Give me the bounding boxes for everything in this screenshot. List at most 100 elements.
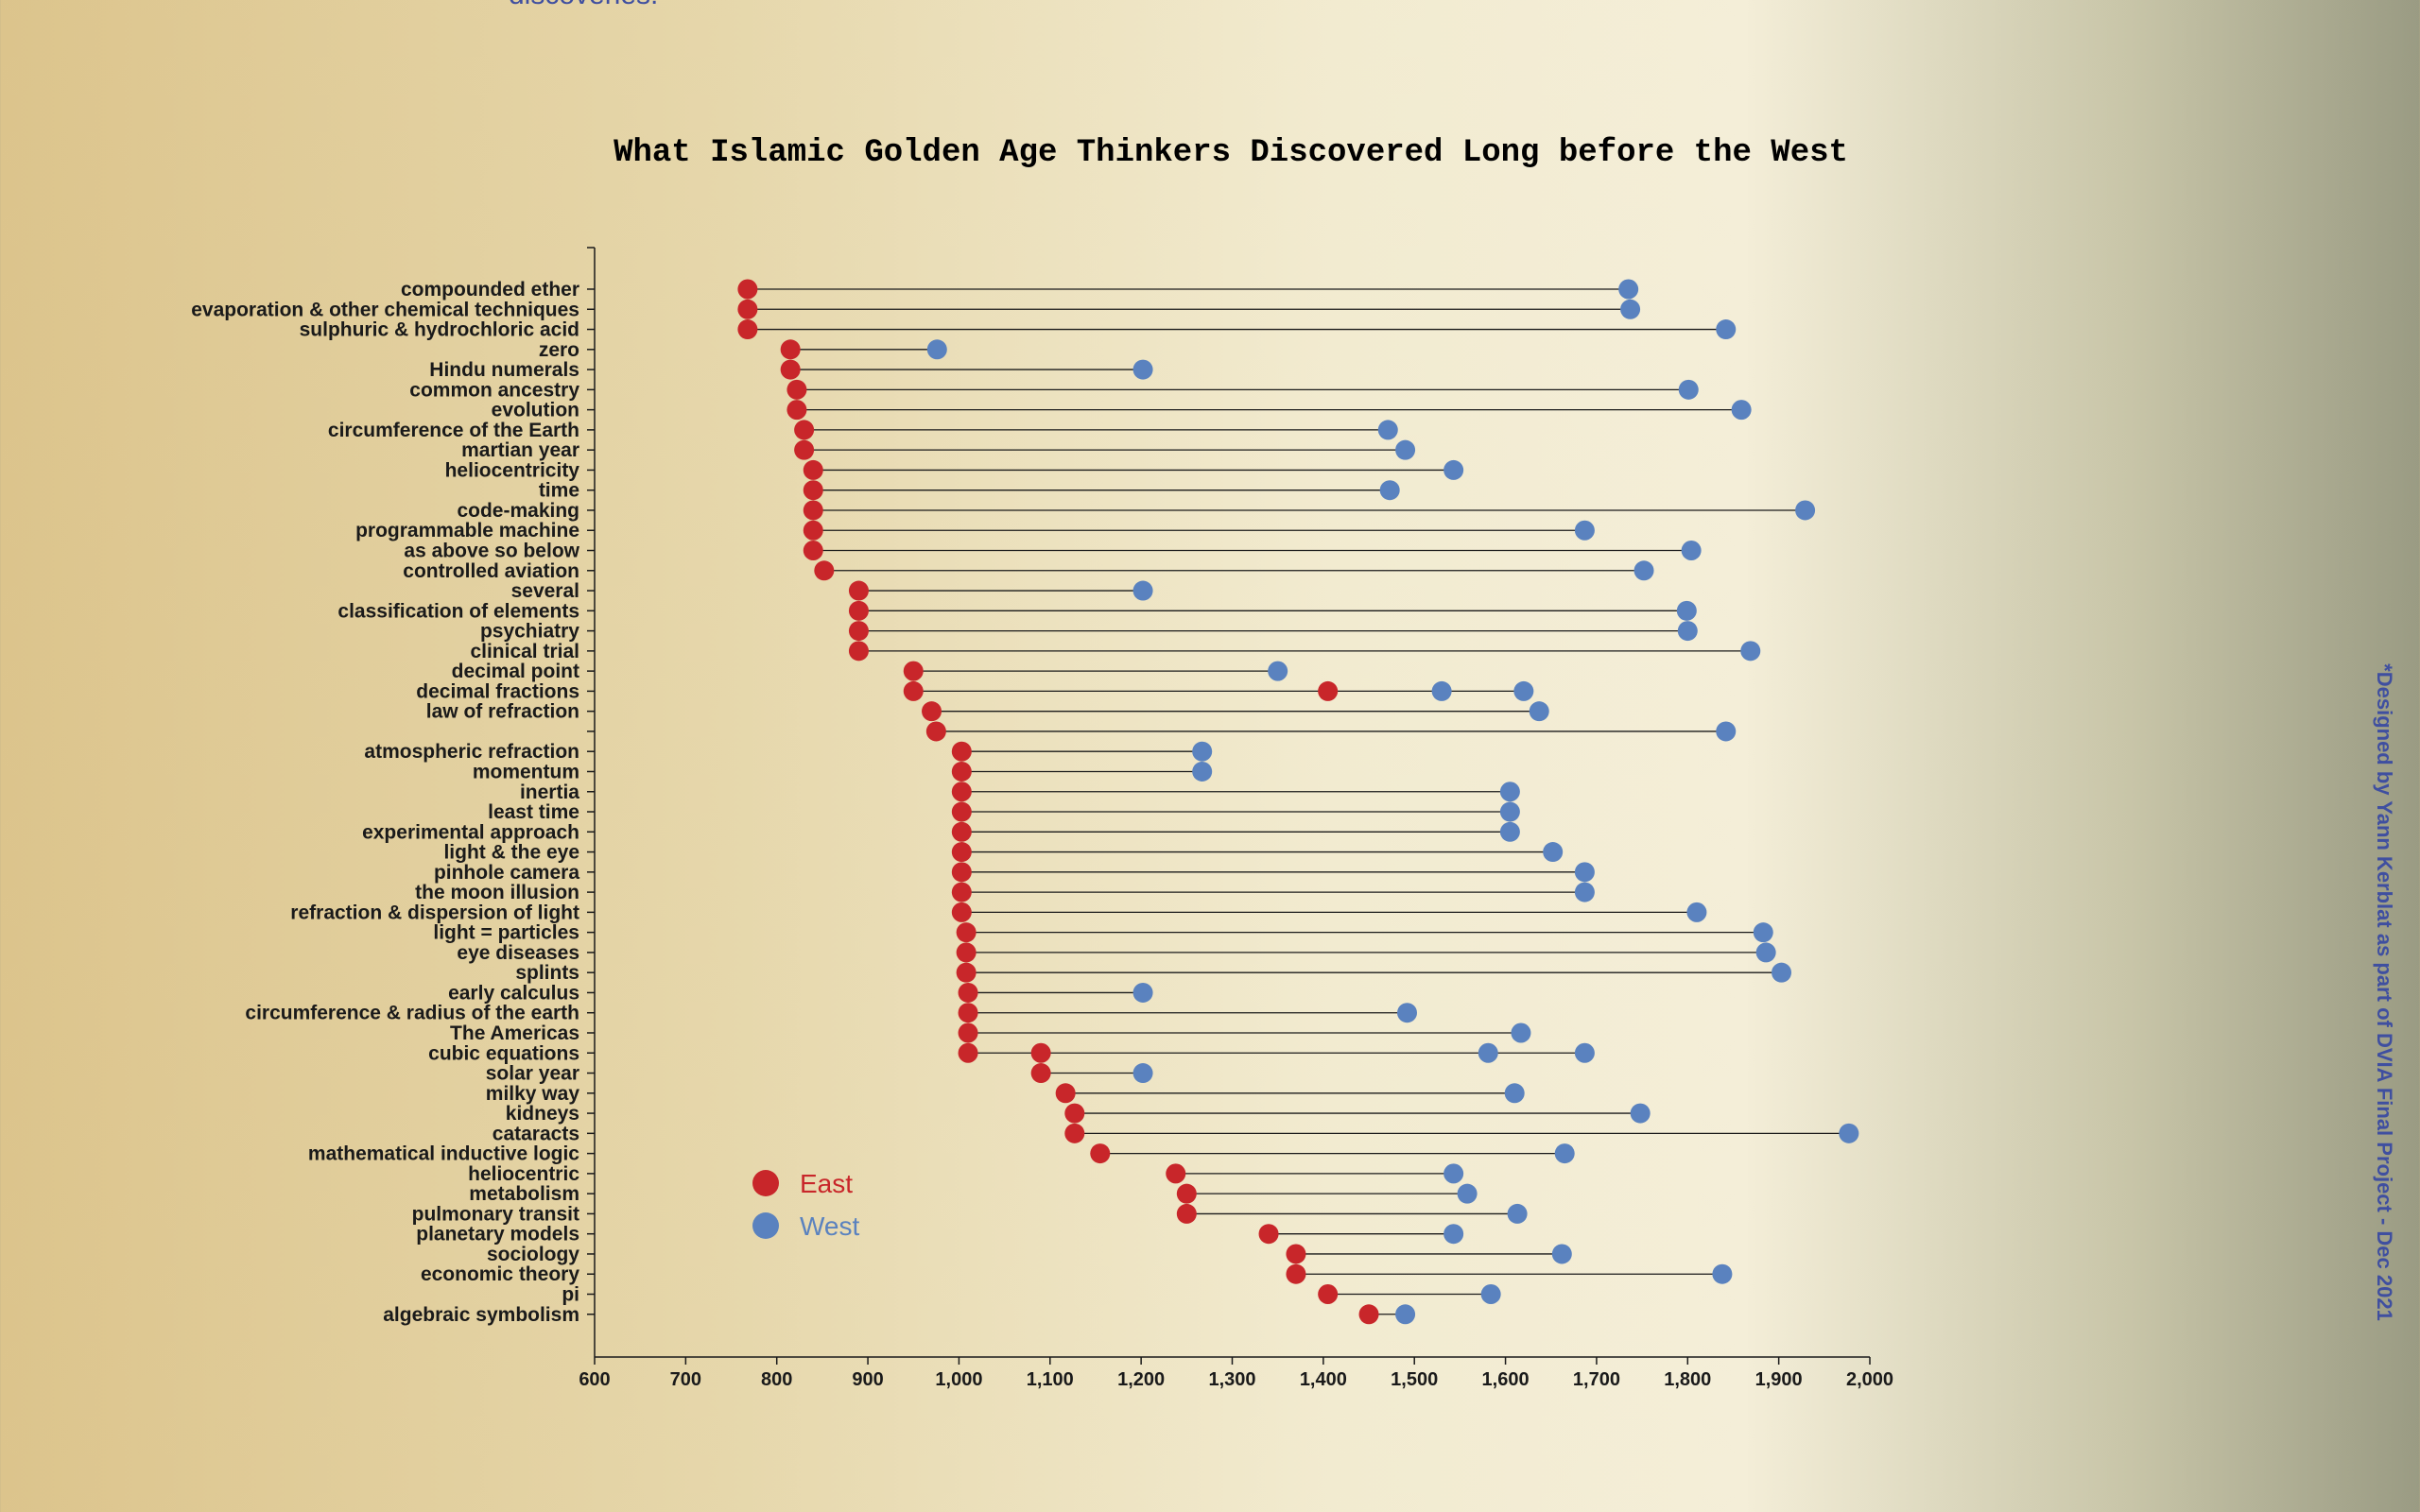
west-dot: [1268, 661, 1288, 681]
west-dot: [1395, 1304, 1416, 1325]
x-tick-label: 1,300: [1208, 1369, 1255, 1390]
west-dot: [1620, 299, 1641, 319]
west-dot: [1379, 480, 1400, 501]
east-dot: [737, 319, 758, 340]
row-label: zero: [539, 339, 579, 361]
west-dot: [1132, 1063, 1153, 1084]
legend-west-label: West: [800, 1211, 859, 1241]
east-dot: [1064, 1103, 1085, 1124]
east-dot: [794, 439, 815, 460]
row-label: circumference & radius of the earth: [245, 1003, 579, 1024]
west-dot: [1499, 782, 1520, 802]
x-tick-label: 2,000: [1846, 1369, 1893, 1390]
east-dot: [848, 641, 869, 662]
west-dot: [1511, 1022, 1531, 1043]
west-dot: [1395, 439, 1416, 460]
row-label: early calculus: [448, 982, 579, 1004]
row-label: sulphuric & hydrochloric acid: [300, 319, 579, 341]
west-dot: [1457, 1183, 1478, 1204]
row-label: common ancestry: [409, 379, 579, 401]
east-dot: [1064, 1123, 1085, 1143]
west-dot: [1686, 902, 1707, 922]
row-label: pinhole camera: [434, 862, 579, 884]
row-label: clinical trial: [470, 641, 579, 662]
row-label: evolution: [492, 400, 579, 421]
row-label: inertia: [520, 782, 579, 803]
x-tick-label: 600: [579, 1369, 610, 1390]
west-dot: [1551, 1244, 1572, 1264]
row-label: momentum: [473, 761, 579, 782]
west-dot: [1554, 1143, 1575, 1164]
east-dot: [1258, 1224, 1279, 1245]
row-label: pulmonary transit: [412, 1203, 579, 1225]
row-label: heliocentricity: [445, 459, 580, 481]
x-tick-label: 1,700: [1573, 1369, 1620, 1390]
partial-subtitle-text: discoveries.: [509, 0, 658, 11]
east-dot: [803, 500, 823, 521]
west-dot: [1574, 1042, 1595, 1063]
east-dot: [1358, 1304, 1379, 1325]
west-dot: [1574, 862, 1595, 883]
chart-title: What Islamic Golden Age Thinkers Discove…: [614, 135, 1848, 171]
west-dot: [1443, 1163, 1464, 1184]
west-dot: [1132, 982, 1153, 1003]
west-dot: [1192, 761, 1213, 782]
row-label: cubic equations: [428, 1042, 579, 1064]
west-dot: [1677, 621, 1698, 642]
east-dot: [951, 801, 972, 822]
east-dot: [951, 741, 972, 762]
east-dot: [1055, 1083, 1076, 1104]
row-label: solar year: [486, 1063, 579, 1085]
west-dot: [1529, 701, 1549, 722]
east-dot: [951, 761, 972, 782]
east-dot: [1318, 680, 1339, 701]
west-dot: [1618, 279, 1639, 300]
row-label: light & the eye: [443, 842, 579, 864]
legend-east-label: East: [800, 1169, 853, 1198]
west-dot: [1543, 842, 1564, 863]
west-dot: [1755, 942, 1776, 963]
east-dot: [1286, 1244, 1306, 1264]
row-label: kidneys: [506, 1103, 579, 1125]
west-dot: [1397, 1003, 1418, 1023]
x-tick-label: 1,800: [1664, 1369, 1711, 1390]
east-dot: [814, 560, 835, 581]
west-dot: [926, 339, 947, 360]
west-dot: [1377, 420, 1398, 440]
x-tick-label: 1,900: [1755, 1369, 1803, 1390]
x-tick-label: 1,500: [1391, 1369, 1438, 1390]
east-dot: [903, 661, 924, 681]
east-dot: [1286, 1263, 1306, 1284]
row-label: psychiatry: [480, 621, 579, 643]
row-label: programmable machine: [355, 520, 579, 541]
row-label: sociology: [487, 1244, 579, 1265]
x-tick-label: 1,100: [1027, 1369, 1074, 1390]
west-dot: [1716, 319, 1737, 340]
east-dot: [958, 982, 978, 1003]
east-dot: [903, 680, 924, 701]
west-dot: [1574, 882, 1595, 902]
x-tick-label: 700: [670, 1369, 701, 1390]
row-label: algebraic symbolism: [383, 1304, 579, 1326]
row-label: circumference of the Earth: [328, 420, 579, 441]
row-label: economic theory: [421, 1263, 579, 1285]
east-dot: [951, 842, 972, 863]
legend-east-dot: [752, 1170, 779, 1196]
east-dot: [848, 580, 869, 601]
west-dot: [1839, 1123, 1859, 1143]
east-dot: [1166, 1163, 1186, 1184]
row-label: the moon illusion: [415, 882, 579, 903]
east-dot: [951, 882, 972, 902]
east-dot: [951, 782, 972, 802]
east-dot: [737, 299, 758, 319]
row-label: pi: [562, 1284, 579, 1306]
x-tick-label: 1,000: [935, 1369, 982, 1390]
east-dot: [848, 621, 869, 642]
east-dot: [1318, 1284, 1339, 1304]
row-label: The Americas: [450, 1022, 579, 1044]
east-dot: [1090, 1143, 1111, 1164]
east-dot: [803, 520, 823, 541]
east-dot: [956, 922, 977, 943]
row-label: light = particles: [433, 922, 579, 944]
